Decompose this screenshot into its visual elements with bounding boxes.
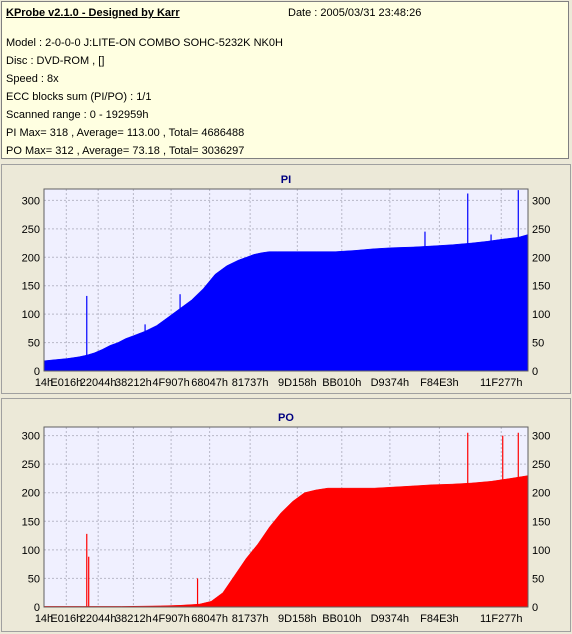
pi-x-tick: 22044h: [80, 377, 117, 389]
pi-y-tick-left: 100: [22, 309, 40, 321]
po-y-tick-right: 50: [532, 573, 544, 585]
pi-y-tick-right: 200: [532, 252, 550, 264]
pi-y-tick-right: 250: [532, 224, 550, 236]
po-x-tick: F84E3h: [420, 613, 459, 625]
pi-y-tick-left: 50: [28, 338, 40, 350]
info-ecc: ECC blocks sum (PI/PO) : 1/1: [6, 91, 152, 103]
po-y-tick-left: 150: [22, 516, 40, 528]
pi-x-tick: 68047h: [191, 377, 228, 389]
po-y-tick-left: 50: [28, 573, 40, 585]
pi-chart-title: PI: [281, 174, 291, 186]
pi-x-tick: 9D158h: [278, 377, 317, 389]
pi-x-tick: BB010h: [322, 377, 361, 389]
info-speed: Speed : 8x: [6, 73, 59, 85]
pi-x-tick: 11F277h: [480, 377, 523, 389]
pi-x-tick: 14h: [35, 377, 53, 389]
po-y-tick-right: 150: [532, 516, 550, 528]
po-x-tick: 68047h: [191, 613, 228, 625]
po-chart: PO 0 0 50 50 100 100 150 150 200 200 250 250 300 300 14…: [22, 412, 551, 625]
po-x-tick: 4F907h: [152, 613, 189, 625]
app-title: KProbe v2.1.0 - Designed by Karr: [6, 7, 180, 19]
pi-y-tick-right: 100: [532, 309, 550, 321]
po-y-tick-left: 300: [22, 431, 40, 443]
info-panel: KProbe v2.1.0 - Designed by Karr Date : …: [1, 1, 569, 159]
pi-y-tick-left: 0: [34, 366, 40, 378]
po-x-tick: BB010h: [322, 613, 361, 625]
po-x-tick: 81737h: [232, 613, 269, 625]
po-x-tick: 9D158h: [278, 613, 317, 625]
po-y-tick-left: 200: [22, 488, 40, 500]
pi-x-tick: D9374h: [371, 377, 410, 389]
po-x-tick: E016h: [50, 613, 82, 625]
pi-y-tick-right: 50: [532, 338, 544, 350]
pi-chart: PI 0 0 50 50 100 100 150 150 200 200 250 250 300 300 14…: [22, 174, 551, 389]
po-y-tick-right: 300: [532, 431, 550, 443]
info-range: Scanned range : 0 - 192959h: [6, 109, 149, 121]
po-y-tick-left: 250: [22, 459, 40, 471]
po-plot-border: [43, 426, 529, 608]
po-x-tick: 22044h: [80, 613, 117, 625]
po-x-tick: 38212h: [115, 613, 152, 625]
pi-chart-panel: PI 0 0 50 50 100 100 150 150 200 200 250 250 300 300 14…: [1, 164, 571, 394]
po-x-tick: 14h: [35, 613, 53, 625]
scan-date: Date : 2005/03/31 23:48:26: [288, 7, 422, 19]
info-disc: Disc : DVD-ROM , []: [6, 55, 105, 67]
pi-x-tick: F84E3h: [420, 377, 459, 389]
pi-plot-border: [43, 188, 529, 372]
po-series-area: [43, 475, 529, 608]
po-x-tick: D9374h: [371, 613, 410, 625]
info-pi-stats: PI Max= 318 , Average= 113.00 , Total= 4…: [6, 127, 245, 139]
pi-y-tick-right: 300: [532, 195, 550, 207]
pi-x-tick: 38212h: [115, 377, 152, 389]
po-y-tick-right: 250: [532, 459, 550, 471]
pi-y-tick-right: 150: [532, 281, 550, 293]
pi-y-tick-left: 250: [22, 224, 40, 236]
po-y-tick-left: 0: [34, 602, 40, 614]
pi-y-tick-left: 150: [22, 281, 40, 293]
pi-y-tick-left: 200: [22, 252, 40, 264]
po-y-tick-right: 0: [532, 602, 538, 614]
po-y-tick-right: 100: [532, 545, 550, 557]
po-y-tick-right: 200: [532, 488, 550, 500]
po-chart-panel: PO 0 0 50 50 100 100 150 150 200 200 250 250 300 300 14…: [1, 398, 571, 632]
po-x-tick: 11F277h: [480, 613, 523, 625]
po-y-tick-left: 100: [22, 545, 40, 557]
po-chart-title: PO: [278, 412, 294, 424]
pi-y-tick-right: 0: [532, 366, 538, 378]
pi-x-tick: 4F907h: [152, 377, 189, 389]
pi-x-tick: E016h: [50, 377, 82, 389]
pi-x-tick: 81737h: [232, 377, 269, 389]
info-po-stats: PO Max= 312 , Average= 73.18 , Total= 30…: [6, 145, 245, 157]
pi-series-area: [43, 234, 529, 372]
pi-y-tick-left: 300: [22, 195, 40, 207]
info-model: Model : 2-0-0-0 J:LITE-ON COMBO SOHC-523…: [6, 37, 283, 49]
